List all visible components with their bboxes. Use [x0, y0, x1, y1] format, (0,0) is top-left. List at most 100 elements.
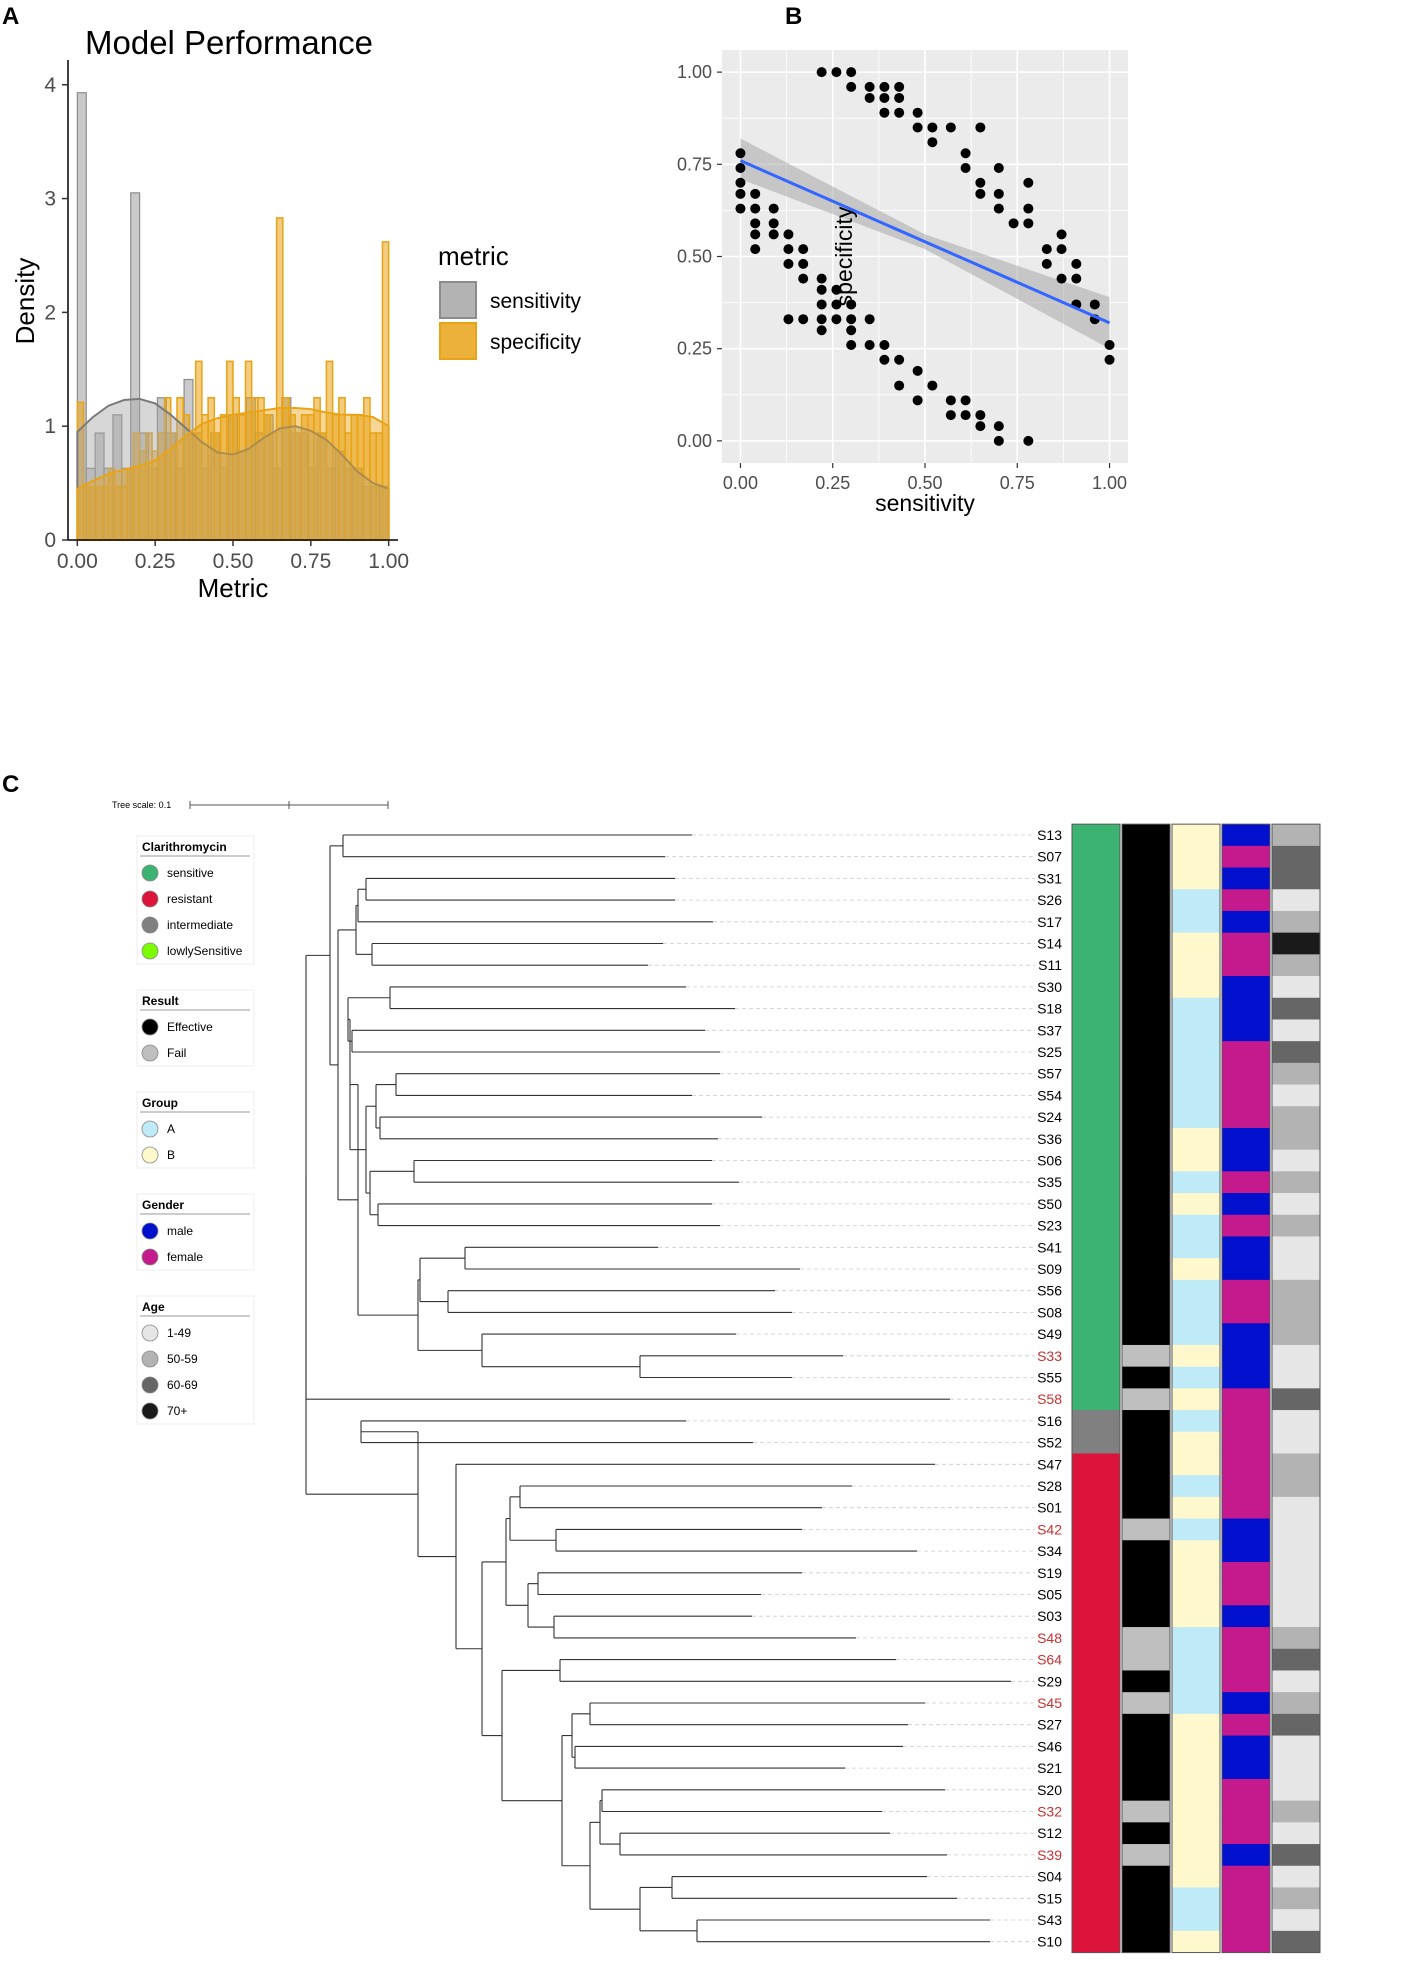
gender-cell: [1222, 1410, 1271, 1433]
clar-cell: [1072, 889, 1121, 912]
panel-a-label: A: [2, 3, 19, 30]
leaf-label: S43: [1037, 1912, 1062, 1928]
clar-cell: [1072, 845, 1121, 869]
result-cell: [1122, 1388, 1171, 1411]
gender-cell: [1222, 1909, 1271, 1932]
regression-line: [739, 159, 1111, 325]
data-point: [894, 380, 905, 391]
data-point: [816, 67, 827, 78]
data-point: [1023, 218, 1034, 229]
gender-cell: [1222, 1279, 1271, 1303]
data-point: [912, 365, 923, 376]
clar-cell: [1072, 1127, 1121, 1151]
leaf-label: S33: [1037, 1348, 1062, 1364]
group-cell: [1172, 867, 1221, 890]
annotation-heatmap: [1071, 823, 1321, 1954]
leaf-label: S17: [1037, 914, 1062, 930]
data-point: [1056, 244, 1067, 255]
data-point: [831, 314, 842, 325]
group-cell: [1172, 1757, 1221, 1780]
clar-cell: [1072, 1627, 1121, 1650]
legend-dot: [141, 1120, 159, 1138]
legend-dot: [141, 1324, 159, 1342]
clar-cell: [1072, 1778, 1121, 1802]
leaf-label: S12: [1037, 1825, 1062, 1841]
leaf-label: S36: [1037, 1131, 1062, 1147]
gender-cell: [1222, 1149, 1271, 1172]
age-column-border: [1271, 823, 1321, 1954]
data-point: [816, 325, 827, 336]
group-cell: [1172, 1778, 1221, 1802]
result-cell: [1122, 1171, 1171, 1194]
group-cell: [1172, 1909, 1221, 1932]
y-tick-label: 4: [44, 74, 56, 97]
result-cell: [1122, 1084, 1171, 1107]
group-cell: [1172, 1019, 1221, 1042]
result-cell: [1122, 845, 1171, 869]
result-cell: [1122, 1887, 1171, 1910]
age-cell: [1272, 1648, 1321, 1671]
leaf-label: S48: [1037, 1630, 1062, 1646]
group-cell: [1172, 1388, 1221, 1411]
legend-dot: [141, 890, 159, 908]
data-point: [768, 203, 779, 214]
age-cell: [1272, 1670, 1321, 1693]
panel-b-label: B: [785, 3, 802, 30]
age-cell: [1272, 1041, 1321, 1064]
gender-cell: [1222, 1388, 1271, 1411]
age-cell: [1272, 910, 1321, 934]
age-cell: [1272, 932, 1321, 955]
data-point: [864, 81, 875, 92]
leaf-label: S64: [1037, 1652, 1062, 1668]
legend-item-label: Fail: [167, 1046, 186, 1060]
legend-item-label: B: [167, 1148, 175, 1162]
density-curves: [76, 397, 390, 541]
clar-cell: [1072, 976, 1121, 999]
age-cell: [1272, 1540, 1321, 1563]
group-cell: [1172, 889, 1221, 912]
age-cell: [1272, 1605, 1321, 1628]
data-point: [1104, 354, 1115, 365]
group-cell: [1172, 1301, 1221, 1324]
result-cell: [1122, 1453, 1171, 1476]
data-point: [975, 421, 986, 432]
gender-cell: [1222, 1214, 1271, 1237]
confidence-ribbon: [740, 138, 1110, 349]
age-cell: [1272, 1475, 1321, 1498]
gender-cell: [1222, 976, 1271, 999]
tree-scale-bar: Tree scale: 0.1: [112, 800, 389, 810]
legend-dot: [141, 916, 159, 934]
result-cell: [1122, 1627, 1171, 1650]
leaf-label: S07: [1037, 849, 1062, 865]
gender-cell: [1222, 1041, 1271, 1064]
gender-cell: [1222, 1757, 1271, 1780]
y-tick-label: 1: [44, 415, 56, 438]
gender-cell: [1222, 1236, 1271, 1259]
result-cell: [1122, 1475, 1171, 1498]
x-tick-label: 0.00: [57, 550, 98, 573]
age-cell: [1272, 845, 1321, 869]
data-point: [993, 435, 1004, 446]
gender-cell: [1222, 1670, 1271, 1693]
age-cell: [1272, 1127, 1321, 1151]
data-point: [816, 314, 827, 325]
age-cell: [1272, 867, 1321, 890]
gender-cell: [1222, 889, 1271, 912]
y-tick-label: 3: [44, 188, 56, 211]
leaf-label: S24: [1037, 1109, 1062, 1125]
data-point: [894, 107, 905, 118]
result-cell: [1122, 1778, 1171, 1802]
group-cell: [1172, 1258, 1221, 1281]
group-cell: [1172, 1670, 1221, 1693]
gender-cell: [1222, 1431, 1271, 1454]
leaf-label: S54: [1037, 1087, 1062, 1103]
result-cell: [1122, 932, 1171, 955]
leaf-label: S04: [1037, 1869, 1062, 1885]
clar-cell: [1072, 1887, 1121, 1910]
gender-cell: [1222, 1193, 1271, 1216]
clar-cell: [1072, 1496, 1121, 1520]
clar-cell: [1072, 1041, 1121, 1064]
x-tick-label: 0.75: [290, 550, 331, 573]
group-cell: [1172, 1865, 1221, 1888]
data-point: [1041, 258, 1052, 269]
